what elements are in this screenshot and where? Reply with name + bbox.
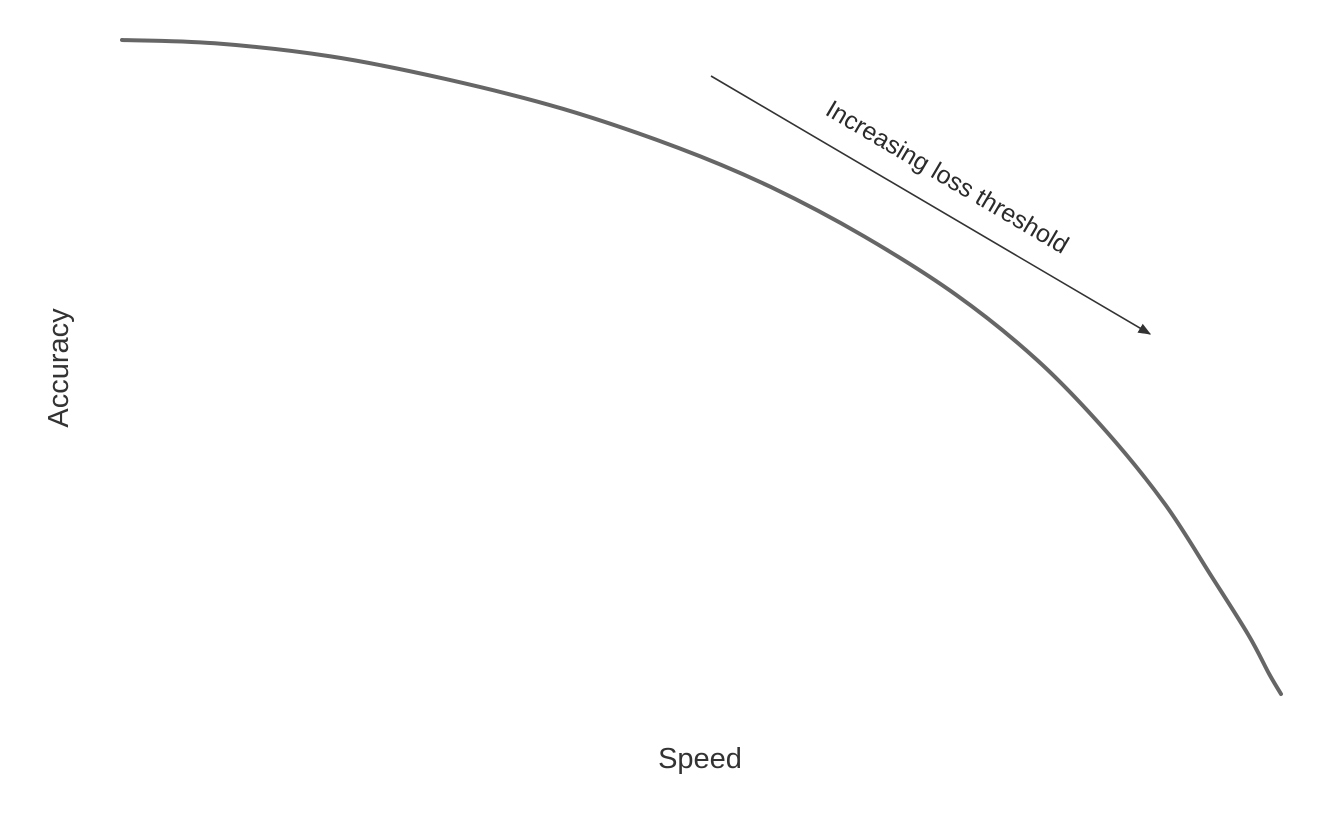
x-axis-label: Speed xyxy=(658,743,742,775)
series-line xyxy=(120,38,1283,696)
y-axis-label: Accuracy xyxy=(43,308,75,428)
annotation-arrow xyxy=(710,75,1152,335)
